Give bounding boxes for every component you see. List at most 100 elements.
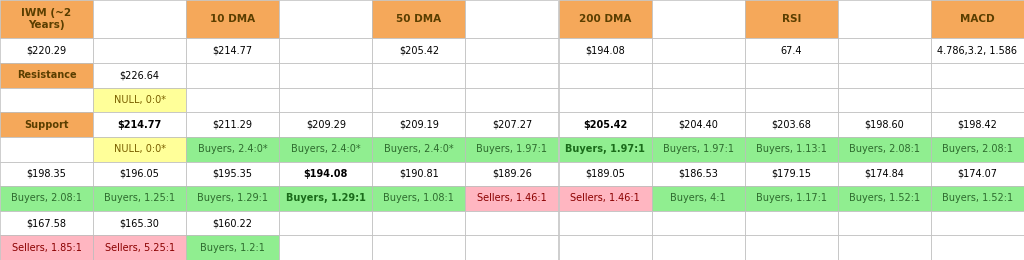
Text: $189.05: $189.05 — [585, 169, 625, 179]
Bar — [744, 161, 838, 186]
Text: Sellers, 1.85:1: Sellers, 1.85:1 — [11, 243, 82, 253]
Text: Buyers, 1.17:1: Buyers, 1.17:1 — [756, 193, 826, 204]
Text: $179.15: $179.15 — [771, 169, 811, 179]
Text: IWM (~2
Years): IWM (~2 Years) — [22, 8, 72, 30]
Bar — [559, 88, 651, 112]
Bar — [93, 0, 186, 38]
Text: $205.42: $205.42 — [398, 46, 439, 56]
Bar — [651, 235, 744, 260]
Text: NULL, 0:0*: NULL, 0:0* — [114, 144, 166, 154]
Text: 200 DMA: 200 DMA — [579, 14, 632, 24]
Text: Buyers, 1.52:1: Buyers, 1.52:1 — [849, 193, 920, 204]
Bar — [838, 211, 931, 235]
Bar — [0, 137, 93, 161]
Text: RSI: RSI — [781, 14, 801, 24]
Bar — [559, 211, 651, 235]
Bar — [280, 186, 373, 211]
Text: $220.29: $220.29 — [27, 46, 67, 56]
Bar — [186, 235, 280, 260]
Text: Buyers, 1.25:1: Buyers, 1.25:1 — [104, 193, 175, 204]
Text: $174.84: $174.84 — [864, 169, 904, 179]
Text: $207.27: $207.27 — [492, 120, 532, 130]
Bar — [931, 161, 1024, 186]
Bar — [93, 88, 186, 112]
Bar — [465, 137, 558, 161]
Bar — [651, 112, 744, 137]
Text: $209.29: $209.29 — [306, 120, 346, 130]
Bar — [465, 186, 558, 211]
Text: Buyers, 2.4:0*: Buyers, 2.4:0* — [291, 144, 360, 154]
Text: Buyers, 2.4:0*: Buyers, 2.4:0* — [384, 144, 454, 154]
Bar — [186, 63, 280, 88]
Bar — [744, 235, 838, 260]
Text: $214.77: $214.77 — [213, 46, 253, 56]
Bar — [373, 112, 465, 137]
Bar — [280, 211, 373, 235]
Bar — [373, 88, 465, 112]
Bar — [651, 0, 744, 38]
Bar — [465, 211, 558, 235]
Bar — [280, 137, 373, 161]
Text: 10 DMA: 10 DMA — [210, 14, 255, 24]
Text: $203.68: $203.68 — [771, 120, 811, 130]
Bar — [0, 63, 93, 88]
Bar — [186, 211, 280, 235]
Bar — [280, 112, 373, 137]
Bar — [186, 88, 280, 112]
Bar — [838, 0, 931, 38]
Bar — [0, 161, 93, 186]
Text: Buyers, 2.08:1: Buyers, 2.08:1 — [849, 144, 920, 154]
Bar — [559, 161, 651, 186]
Text: $174.07: $174.07 — [957, 169, 997, 179]
Bar — [838, 112, 931, 137]
Text: $167.58: $167.58 — [27, 218, 67, 228]
Bar — [373, 161, 465, 186]
Text: $205.42: $205.42 — [583, 120, 628, 130]
Bar — [186, 161, 280, 186]
Bar — [931, 235, 1024, 260]
Bar — [838, 63, 931, 88]
Bar — [280, 0, 373, 38]
Text: $160.22: $160.22 — [213, 218, 253, 228]
Bar — [373, 137, 465, 161]
Text: $198.42: $198.42 — [957, 120, 997, 130]
Bar — [744, 112, 838, 137]
Text: $214.77: $214.77 — [118, 120, 162, 130]
Bar — [931, 63, 1024, 88]
Bar — [838, 161, 931, 186]
Bar — [465, 0, 558, 38]
Text: $194.08: $194.08 — [586, 46, 625, 56]
Text: $186.53: $186.53 — [678, 169, 718, 179]
Text: $189.26: $189.26 — [492, 169, 531, 179]
Bar — [280, 88, 373, 112]
Bar — [559, 112, 651, 137]
Bar — [186, 112, 280, 137]
Bar — [559, 235, 651, 260]
Bar — [559, 63, 651, 88]
Bar — [373, 0, 465, 38]
Text: Buyers, 4:1: Buyers, 4:1 — [671, 193, 726, 204]
Bar — [186, 186, 280, 211]
Bar — [931, 88, 1024, 112]
Text: $198.35: $198.35 — [27, 169, 67, 179]
Bar — [93, 38, 186, 63]
Bar — [931, 112, 1024, 137]
Bar — [838, 88, 931, 112]
Bar — [838, 38, 931, 63]
Bar — [93, 112, 186, 137]
Text: Buyers, 1.08:1: Buyers, 1.08:1 — [383, 193, 455, 204]
Bar — [186, 137, 280, 161]
Bar — [838, 137, 931, 161]
Bar — [465, 88, 558, 112]
Bar — [186, 0, 280, 38]
Text: Sellers, 5.25:1: Sellers, 5.25:1 — [104, 243, 175, 253]
Bar — [373, 235, 465, 260]
Text: Support: Support — [25, 120, 69, 130]
Bar — [559, 0, 651, 38]
Text: 50 DMA: 50 DMA — [396, 14, 441, 24]
Bar — [373, 38, 465, 63]
Text: $194.08: $194.08 — [303, 169, 348, 179]
Bar — [651, 186, 744, 211]
Text: $226.64: $226.64 — [120, 70, 160, 80]
Bar — [93, 235, 186, 260]
